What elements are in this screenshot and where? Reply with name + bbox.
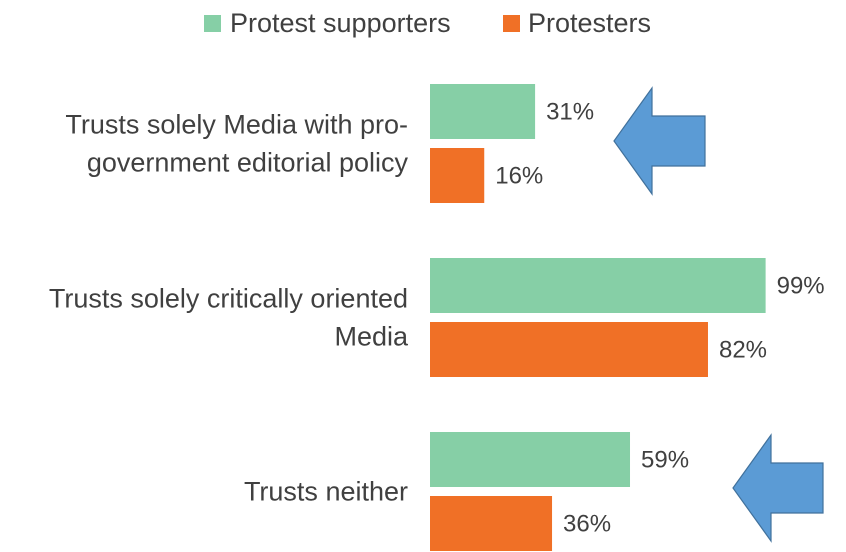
legend-label-2: Protesters xyxy=(528,8,651,38)
value-label-protesters-2: 82% xyxy=(719,337,767,364)
category-label-1-line-2: government editorial policy xyxy=(87,148,409,178)
bar-supporters-3 xyxy=(430,432,631,487)
value-labels: 31% 99% 59% 16% 82% 36% xyxy=(495,99,824,538)
bar-supporters-1 xyxy=(430,84,536,139)
bar-protesters-3 xyxy=(430,496,553,551)
category-labels: Trusts solely Media with pro-government … xyxy=(49,110,409,507)
value-label-protesters-3: 36% xyxy=(563,511,611,538)
legend-label-1: Protest supporters xyxy=(230,8,451,38)
category-label-3-line-1: Trusts neither xyxy=(244,477,408,507)
legend: Protest supporters Protesters xyxy=(204,8,651,38)
value-label-protesters-1: 16% xyxy=(495,163,543,190)
value-label-supporters-1: 31% xyxy=(546,99,594,126)
left-arrow-icon-1 xyxy=(613,86,706,196)
category-label-2-line-1: Trusts solely critically oriented xyxy=(49,284,408,314)
bars xyxy=(430,84,766,551)
value-label-supporters-2: 99% xyxy=(777,273,825,300)
left-arrow-icon-2 xyxy=(732,433,824,543)
bar-protesters-2 xyxy=(430,322,708,377)
category-label-2-line-2: Media xyxy=(334,322,409,352)
category-label-1-line-1: Trusts solely Media with pro- xyxy=(65,110,408,140)
legend-swatch-1 xyxy=(204,15,221,32)
legend-swatch-2 xyxy=(503,15,520,32)
bar-supporters-2 xyxy=(430,258,766,313)
value-label-supporters-3: 59% xyxy=(641,447,689,474)
annotation-arrows xyxy=(613,86,824,543)
bar-protesters-1 xyxy=(430,148,485,203)
